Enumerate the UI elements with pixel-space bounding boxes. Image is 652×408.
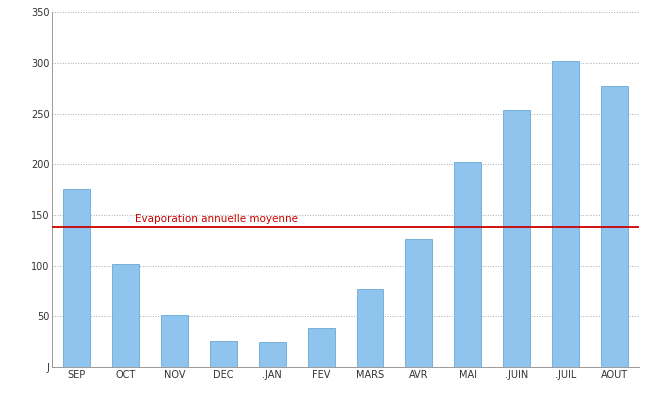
Bar xyxy=(601,86,628,367)
Bar xyxy=(210,341,237,367)
Bar xyxy=(454,162,481,367)
Bar xyxy=(503,110,530,367)
Bar xyxy=(259,342,286,367)
Text: Evaporation annuelle moyenne: Evaporation annuelle moyenne xyxy=(136,214,299,224)
Bar xyxy=(552,61,579,367)
Bar xyxy=(63,189,90,367)
Bar xyxy=(406,239,432,367)
Bar xyxy=(308,328,334,367)
Bar xyxy=(112,264,139,367)
Bar xyxy=(357,289,383,367)
Bar xyxy=(161,315,188,367)
